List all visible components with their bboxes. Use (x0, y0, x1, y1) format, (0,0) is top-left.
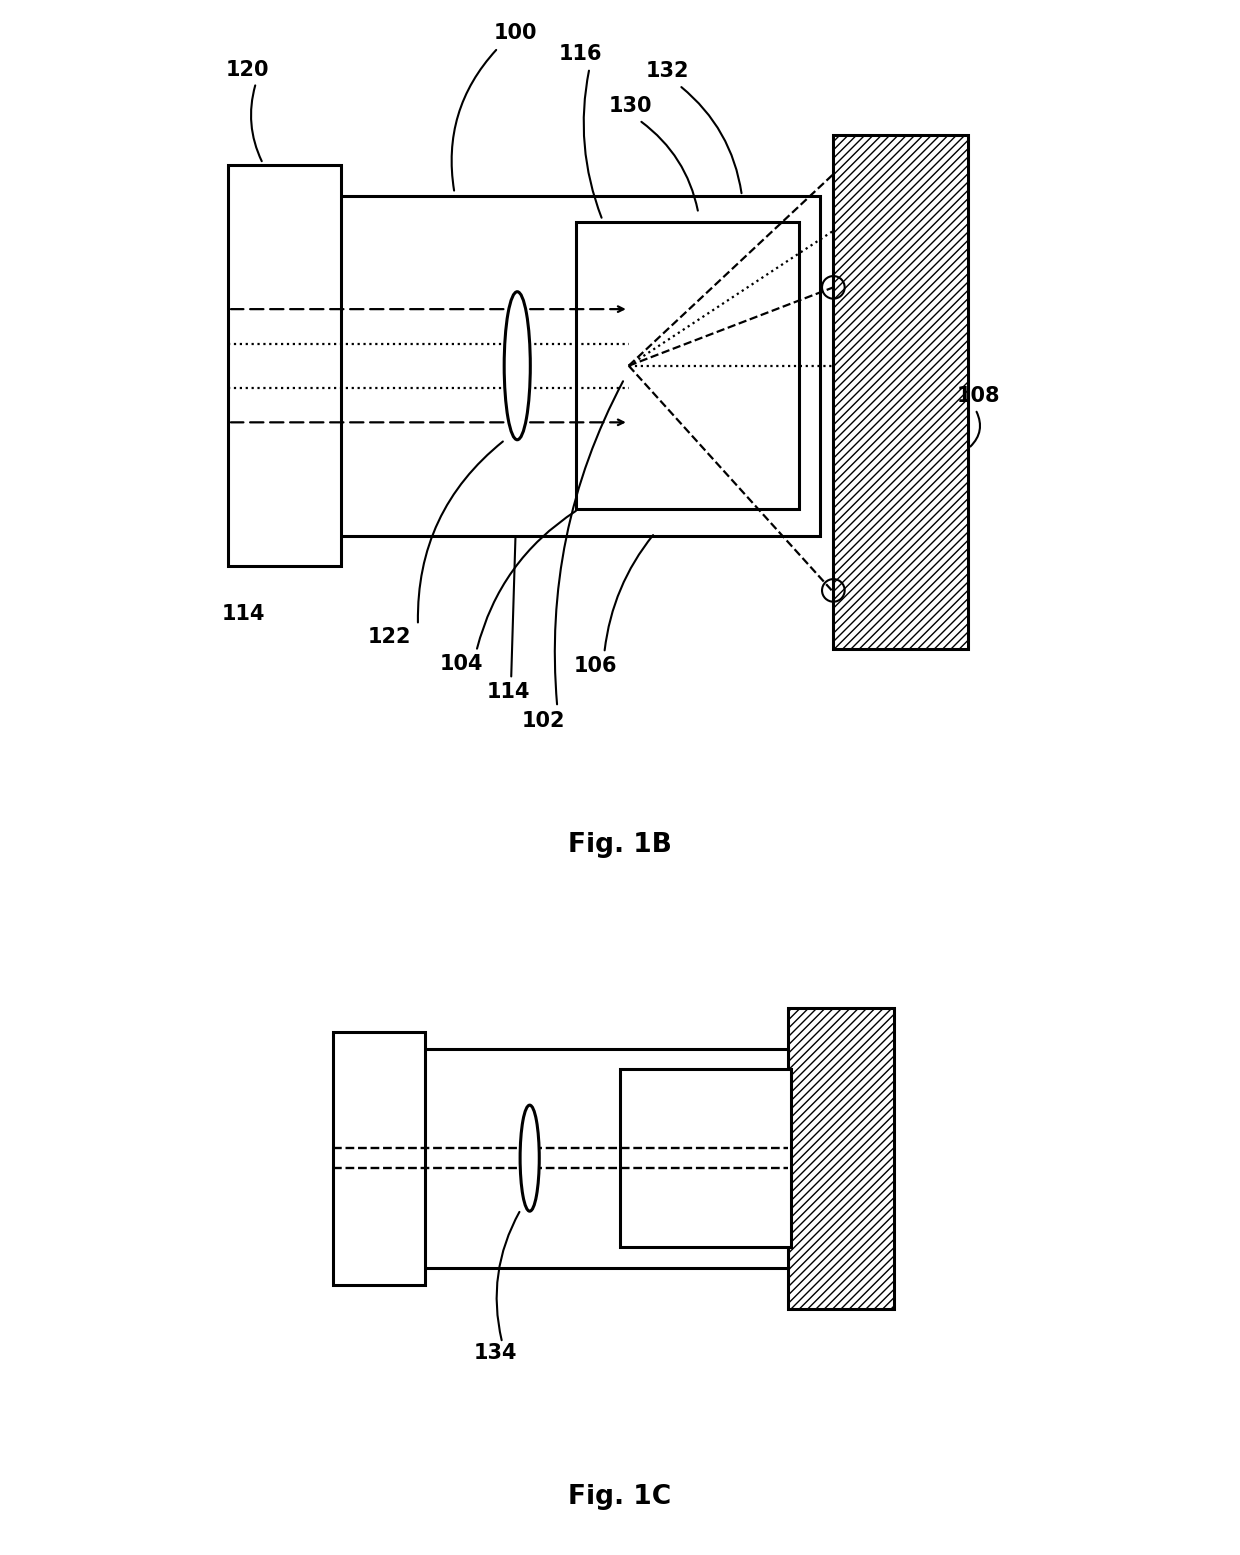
Text: 132: 132 (646, 61, 689, 81)
Bar (833, 135, 968, 648)
Ellipse shape (520, 1106, 539, 1211)
Bar (228, 165, 341, 566)
Text: 134: 134 (474, 1344, 517, 1364)
Text: 104: 104 (440, 653, 484, 673)
Ellipse shape (505, 292, 531, 440)
Text: Fig. 1B: Fig. 1B (568, 832, 672, 858)
Bar (332, 1031, 425, 1284)
Bar (422, 1048, 787, 1267)
Text: 106: 106 (574, 656, 618, 676)
Bar (620, 1070, 791, 1247)
Text: 130: 130 (609, 96, 652, 117)
Text: 114: 114 (222, 603, 265, 624)
Text: 114: 114 (487, 683, 531, 703)
Bar (787, 1008, 894, 1309)
Bar (577, 222, 799, 510)
Text: 122: 122 (367, 627, 410, 647)
Text: 100: 100 (494, 23, 537, 44)
Text: Fig. 1C: Fig. 1C (568, 1483, 672, 1510)
Text: 108: 108 (957, 386, 1001, 406)
Text: 116: 116 (559, 44, 603, 64)
Text: 102: 102 (522, 711, 565, 731)
Bar (337, 196, 821, 535)
Text: 120: 120 (226, 59, 269, 79)
